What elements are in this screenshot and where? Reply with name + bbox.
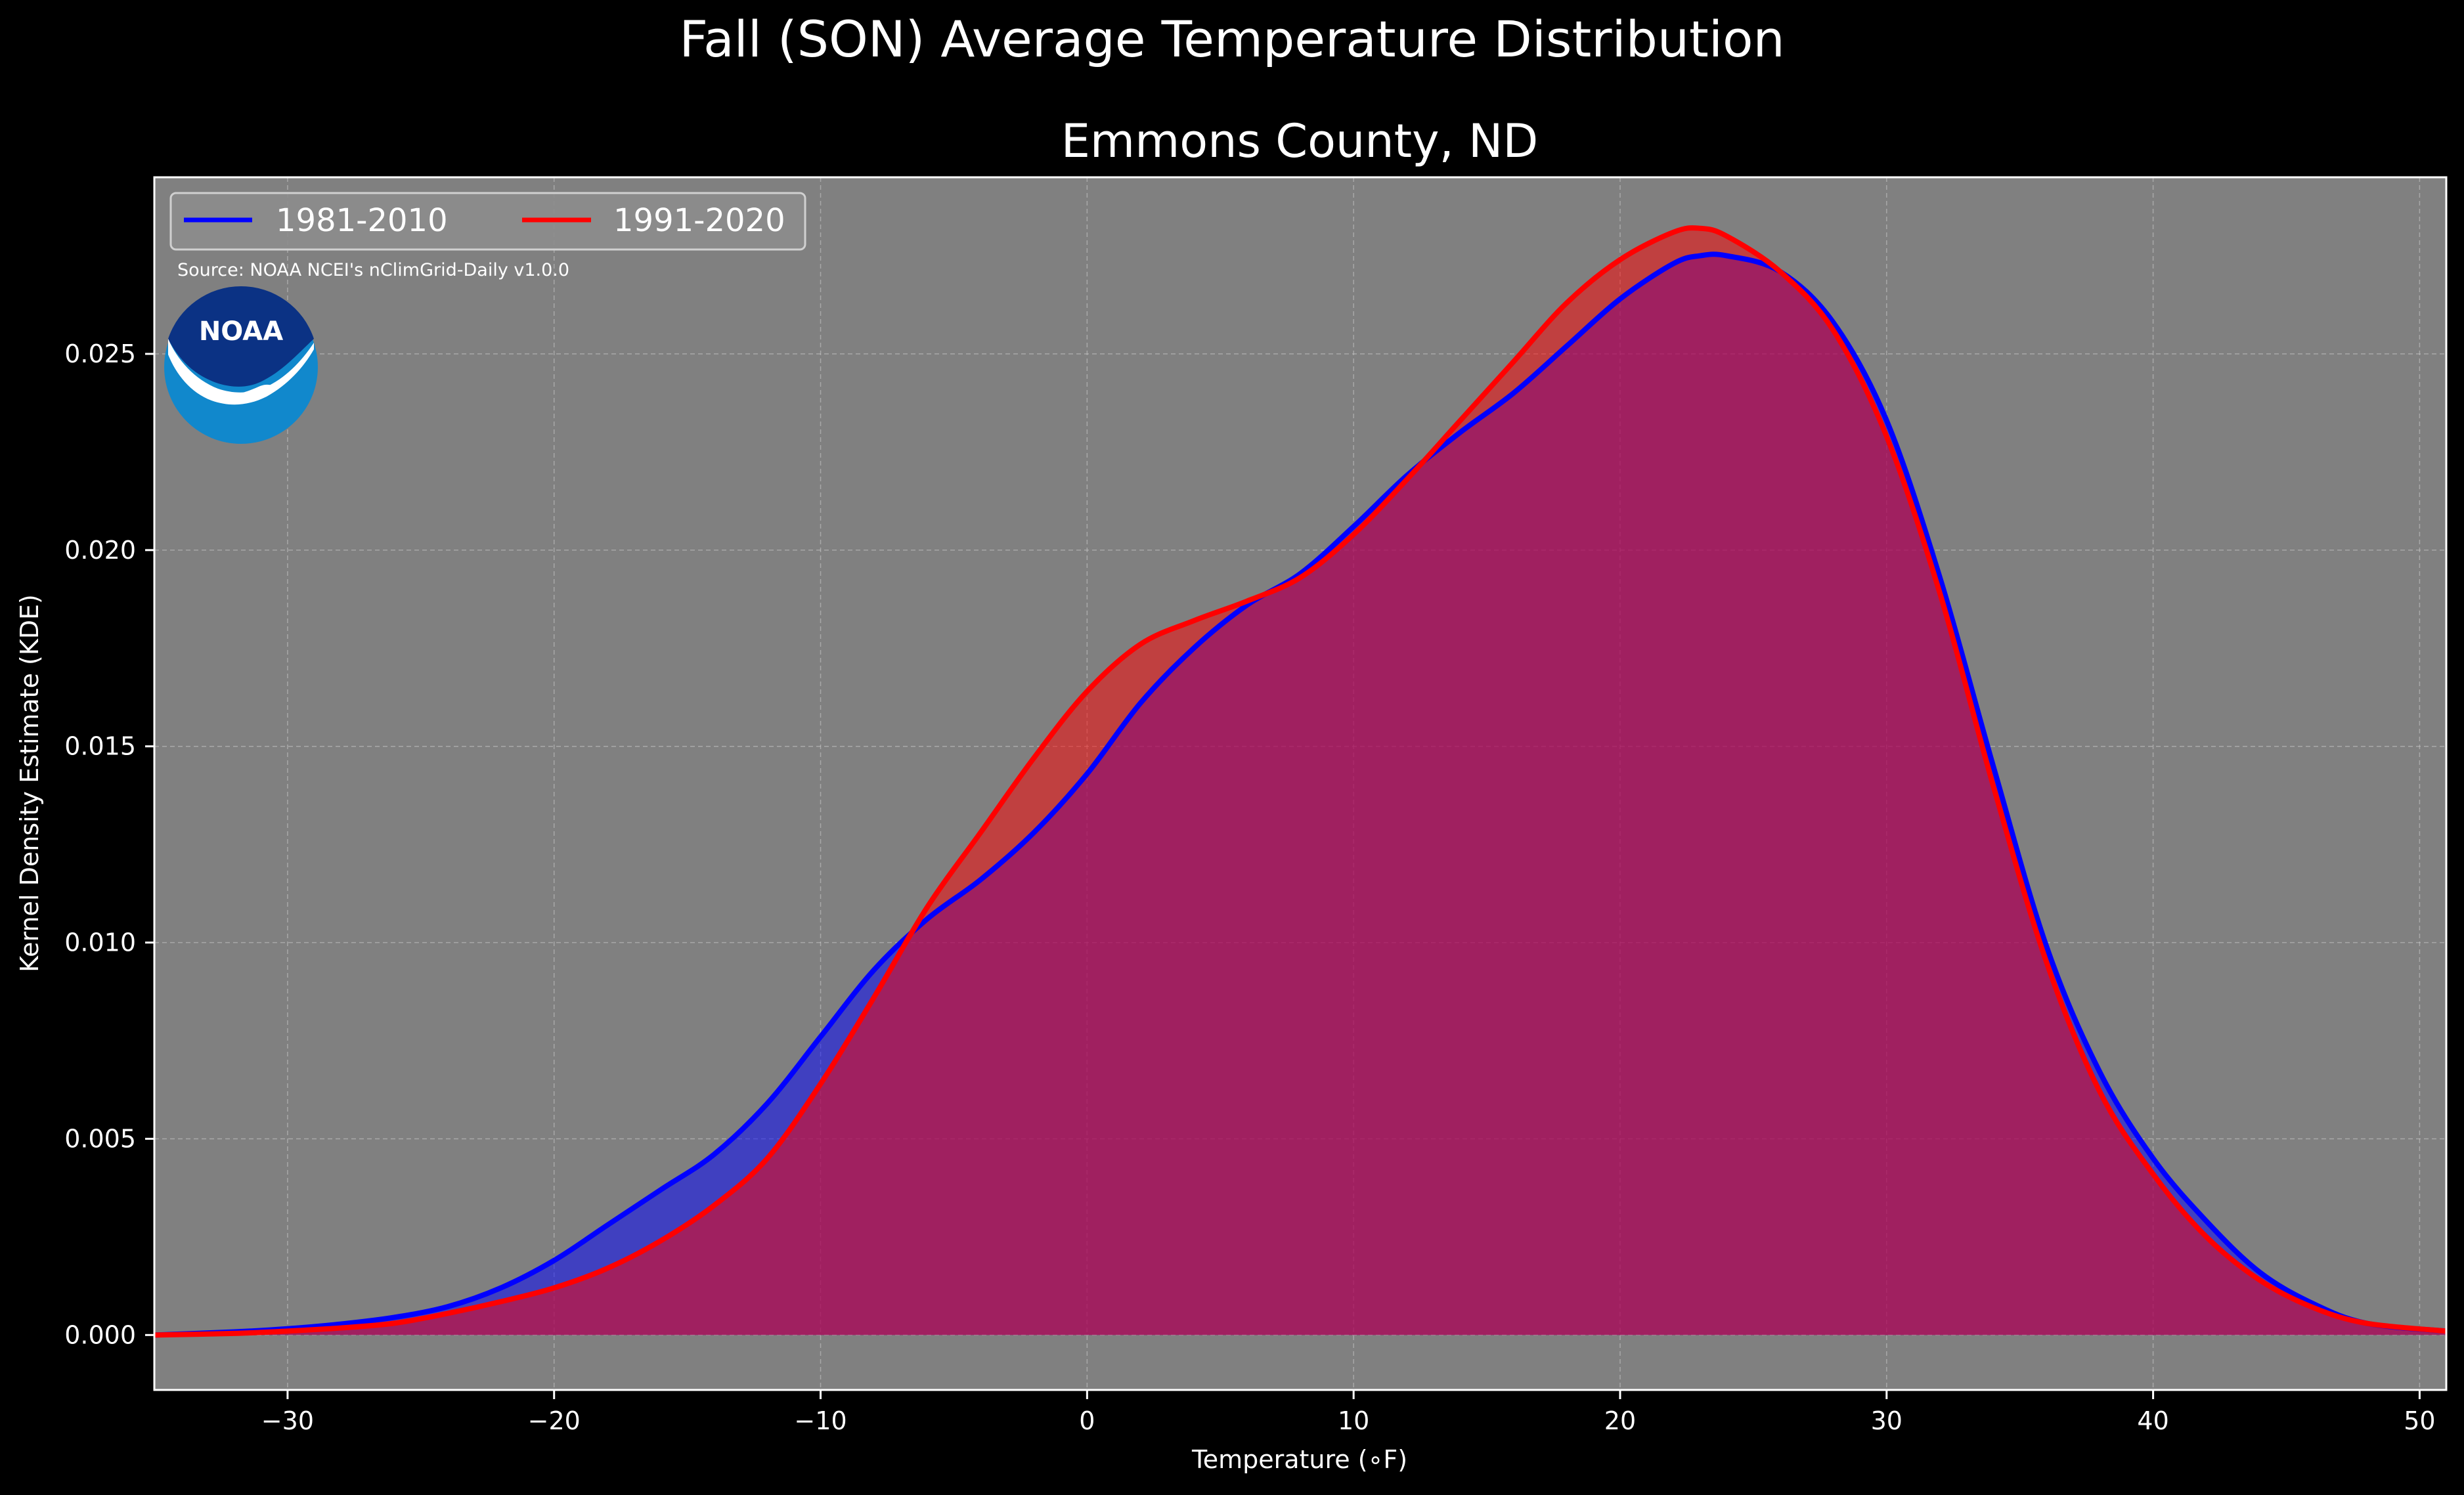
legend-label-1981-2010: 1981-2010 <box>276 202 448 239</box>
y-tick-label: 0.000 <box>64 1320 136 1349</box>
y-tick-label: 0.010 <box>64 928 136 957</box>
y-tick-label: 0.015 <box>64 732 136 761</box>
x-tick-label: 20 <box>1604 1406 1636 1435</box>
axis-ticks: −30 −20 −10 0 10 20 30 40 50 0.000 0.005 0.010 0.015… <box>64 339 2435 1435</box>
y-tick-label: 0.020 <box>64 536 136 565</box>
noaa-logo-icon: NOAA <box>164 286 318 444</box>
chart-title: Emmons County, ND <box>1061 114 1539 168</box>
legend: 1981-2010 1991-2020 <box>169 192 806 251</box>
plot-frame <box>153 176 2448 1391</box>
series-line-1981-2010 <box>154 251 2447 1338</box>
x-tick-label: 0 <box>1079 1406 1095 1435</box>
x-tick-label: −20 <box>528 1406 581 1435</box>
legend-box <box>169 192 806 251</box>
y-tick-label: 0.025 <box>64 339 136 368</box>
figure-suptitle: Fall (SON) Average Temperature Distribut… <box>679 10 1784 68</box>
y-axis-label: Kernel Density Estimate (KDE) <box>15 594 44 972</box>
series-line-1991-2020 <box>154 225 2447 1338</box>
legend-label-1991-2020: 1991-2020 <box>613 202 785 239</box>
noaa-logo-text: NOAA <box>199 316 283 347</box>
x-tick-label: 10 <box>1338 1406 1369 1435</box>
y-tick-label: 0.005 <box>64 1124 136 1153</box>
series-fill-1991-2020 <box>154 228 2446 1335</box>
x-tick-label: 50 <box>2404 1406 2435 1435</box>
series-lines <box>154 225 2447 1338</box>
x-axis-label: Temperature (∘F) <box>1191 1445 1407 1474</box>
x-tick-label: −10 <box>794 1406 847 1435</box>
x-tick-label: −30 <box>261 1406 314 1435</box>
source-annotation: Source: NOAA NCEI's nClimGrid-Daily v1.0… <box>177 260 569 280</box>
series-fills <box>154 228 2446 1335</box>
x-tick-label: 30 <box>1871 1406 1903 1435</box>
x-tick-label: 40 <box>2137 1406 2168 1435</box>
